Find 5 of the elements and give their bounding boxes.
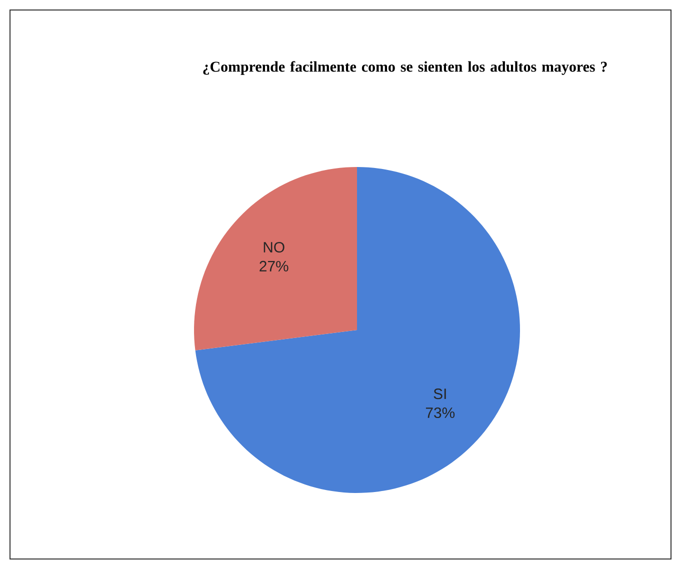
data-label: 73%: [426, 407, 455, 418]
slice-label: SI: [434, 388, 446, 400]
chart-title: ¿Comprende facilmente como se sienten los adultos mayores ?: [203, 61, 607, 75]
data-label: 27%: [260, 260, 288, 272]
slice-label: NO: [264, 242, 284, 253]
